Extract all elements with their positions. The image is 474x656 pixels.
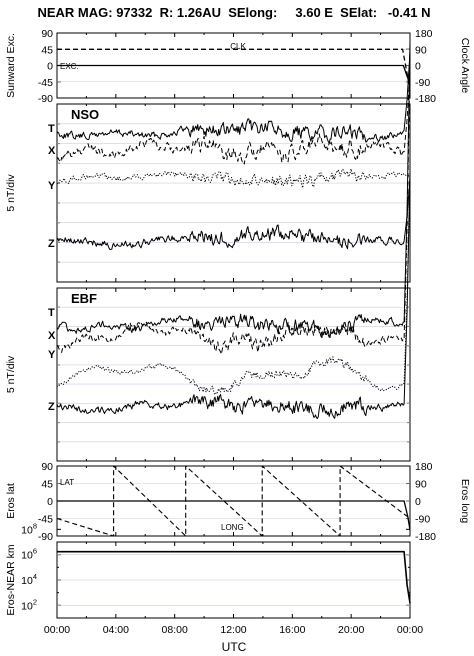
panel-frame-2 (56, 287, 411, 462)
series-lines (56, 39, 411, 604)
tick-exponent: 2 (33, 597, 37, 606)
angle-right-tick-label: 180 (415, 28, 433, 40)
x-tick-label: 16:00 (279, 624, 305, 636)
series-line-exc (57, 64, 411, 84)
trace-label-nso-t: T (48, 123, 55, 135)
x-tick-label: 04:00 (103, 624, 129, 636)
y-axis-label-eros-long: Eros long (459, 479, 471, 524)
eros-left-tick-label: 0 (47, 496, 53, 508)
y-axis-label-left: Sunward Exc. (5, 33, 17, 98)
y-axis-label-eros-lat: Eros lat (5, 483, 17, 519)
distance-tick-label: 104 (21, 572, 37, 587)
trace-label-nso-z: Z (48, 238, 55, 250)
eros-left-tick-label: -45 (38, 514, 53, 526)
angle-right-tick-label: 90 (415, 44, 427, 56)
x-tick-label: 08:00 (162, 624, 188, 636)
trace-label-nso-y: Y (48, 180, 56, 192)
distance-tick-label: 106 (21, 547, 37, 562)
eros-left-tick-label: -90 (38, 531, 53, 543)
eros-left-tick-label: 45 (41, 479, 53, 491)
eros-right-tick-label: 180 (415, 461, 433, 473)
trace-label-ebf-z: Z (48, 401, 55, 413)
trace-label-nso-x: X (48, 145, 56, 157)
series-line-nso-x (56, 69, 411, 165)
y-axis-label-ebf: 5 nT/div (5, 355, 17, 393)
distance-tick-label: 102 (21, 597, 37, 612)
angle-right-tick-label: -90 (415, 77, 430, 89)
eros-right-tick-label: 0 (415, 496, 421, 508)
angle-right-tick-label: -180 (415, 93, 436, 105)
angle-left-tick-label: 45 (41, 44, 53, 56)
x-tick-label: 20:00 (338, 624, 364, 636)
panel-title-ebf: EBF (71, 291, 97, 306)
trace-label-ebf-x: X (48, 330, 56, 342)
series-line-nso-t (56, 51, 411, 144)
angle-left-tick-label: 0 (47, 61, 53, 73)
angle-left-tick-label: -90 (38, 93, 53, 105)
distance-tick-label: 108 (21, 521, 37, 536)
series-label-exc: EXC. (60, 62, 79, 71)
series-line-ebf-z (56, 171, 411, 419)
trace-label-ebf-y: Y (48, 349, 56, 361)
y-axis-label-right: Clock Angle (459, 38, 471, 94)
series-line-ebf-y (56, 170, 411, 396)
y-axis-label-distance: Eros-NEAR km (5, 544, 17, 615)
series-line-ebf-t (56, 39, 411, 339)
trace-label-ebf-t: T (48, 307, 55, 319)
axis-labels: 00:00 04:00 08:00 12:00 16:00 20:00 00:00 90 45 0… (5, 28, 471, 636)
series-label-clk: CLK (230, 42, 246, 51)
x-tick-label: 12:00 (220, 624, 246, 636)
series-line-eros-lat (57, 500, 411, 531)
tick-exponent: 6 (33, 547, 37, 556)
tick-exponent: 8 (33, 521, 37, 530)
series-label-lat: LAT (60, 478, 74, 487)
panel-title-nso: NSO (71, 107, 99, 122)
eros-right-tick-label: -90 (415, 514, 430, 526)
angle-left-tick-label: 90 (41, 28, 53, 40)
eros-right-tick-label: 90 (415, 479, 427, 491)
eros-left-tick-label: 90 (41, 461, 53, 473)
chart-title: NEAR MAG: 97332 R: 1.26AU SElong: 3.60 E… (37, 5, 430, 20)
panel-frame-1 (56, 103, 411, 283)
series-line-nso-y (56, 168, 411, 189)
angle-right-tick-label: 0 (415, 61, 421, 73)
eros-right-tick-label: -180 (415, 531, 436, 543)
x-axis-label: UTC (222, 640, 247, 654)
series-label-long: LONG (221, 523, 244, 532)
series-line-nso-z (56, 177, 411, 251)
angle-left-tick-label: -45 (38, 77, 53, 89)
x-tick-label: 00:00 (44, 624, 70, 636)
y-axis-label-nso: 5 nT/div (5, 174, 17, 212)
series-line-clk (57, 48, 411, 91)
x-tick-label: 00:00 (397, 624, 423, 636)
series-line-distance (57, 550, 411, 604)
series-line-ebf-x (56, 59, 411, 355)
tick-exponent: 4 (33, 572, 37, 581)
